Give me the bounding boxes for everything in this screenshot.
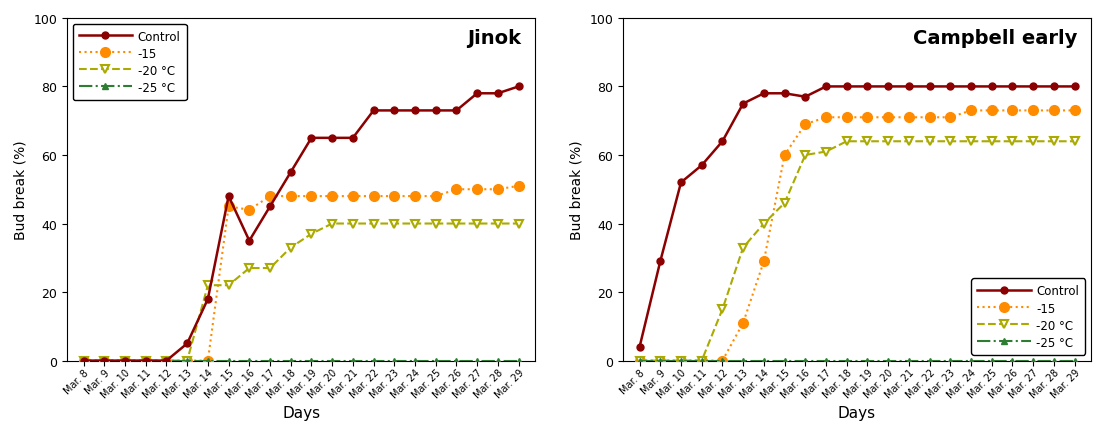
Legend: Control, -15, -20 °C, -25 °C: Control, -15, -20 °C, -25 °C	[73, 25, 187, 101]
Y-axis label: Bud break (%): Bud break (%)	[570, 140, 583, 240]
X-axis label: Days: Days	[838, 405, 876, 420]
Text: Jinok: Jinok	[467, 29, 522, 48]
Legend: Control, -15, -20 °C, -25 °C: Control, -15, -20 °C, -25 °C	[971, 279, 1085, 355]
X-axis label: Days: Days	[282, 405, 320, 420]
Text: Campbell early: Campbell early	[913, 29, 1077, 48]
Y-axis label: Bud break (%): Bud break (%)	[14, 140, 28, 240]
